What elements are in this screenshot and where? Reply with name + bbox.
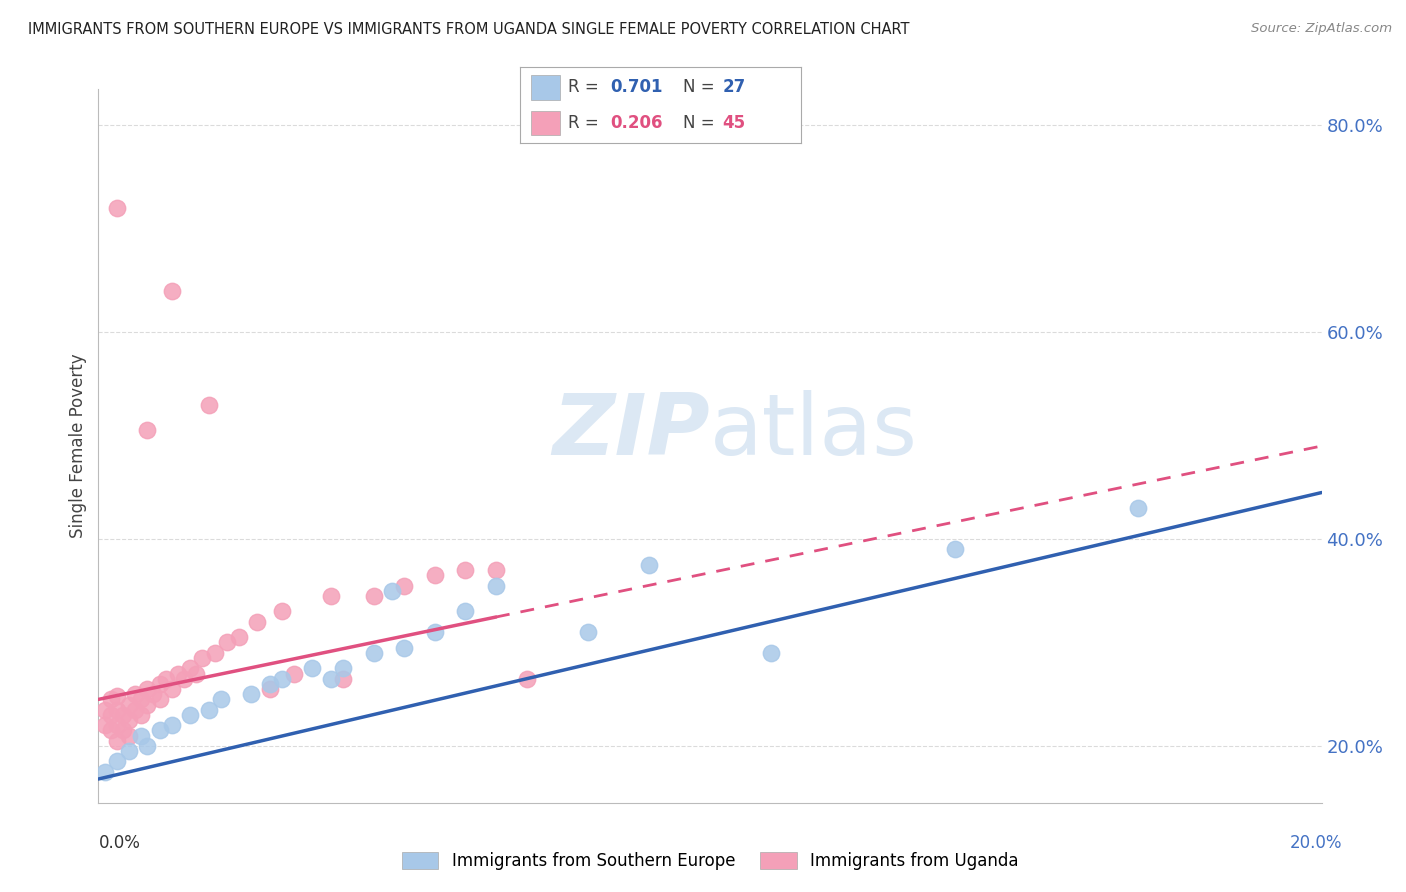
Text: ZIP: ZIP (553, 390, 710, 474)
Point (124, 687, 146, 701)
Point (136, 739, 159, 753)
Text: N =: N = (683, 78, 720, 96)
FancyBboxPatch shape (531, 111, 560, 136)
Point (1128, 501, 1150, 516)
Point (124, 703, 146, 717)
Point (93, 718, 115, 732)
Text: Source: ZipAtlas.com: Source: ZipAtlas.com (1251, 22, 1392, 36)
Point (197, 703, 219, 717)
Point (149, 723, 172, 738)
Point (576, 625, 599, 640)
Point (270, 672, 292, 686)
Text: 45: 45 (723, 114, 745, 132)
Point (105, 718, 128, 732)
Point (160, 718, 183, 732)
Point (485, 579, 508, 593)
Point (363, 589, 385, 603)
Point (111, 707, 134, 722)
Point (179, 707, 201, 722)
Point (136, 424, 159, 438)
Point (129, 692, 152, 706)
Point (637, 558, 661, 572)
Point (173, 672, 195, 686)
Point (160, 284, 183, 298)
Point (118, 729, 141, 743)
Point (105, 755, 128, 769)
Point (259, 681, 281, 696)
Point (167, 666, 190, 681)
Point (485, 563, 508, 577)
Point (118, 744, 141, 758)
Point (423, 625, 446, 640)
Point (392, 640, 416, 655)
Point (111, 723, 134, 738)
Text: R =: R = (568, 114, 605, 132)
Point (270, 605, 292, 619)
FancyBboxPatch shape (531, 75, 560, 100)
Point (423, 568, 446, 582)
Point (283, 666, 305, 681)
Point (197, 398, 219, 412)
Point (454, 605, 477, 619)
Point (149, 677, 172, 691)
Point (319, 672, 342, 686)
Text: IMMIGRANTS FROM SOUTHERN EUROPE VS IMMIGRANTS FROM UGANDA SINGLE FEMALE POVERTY : IMMIGRANTS FROM SOUTHERN EUROPE VS IMMIG… (28, 22, 910, 37)
Text: 20.0%: 20.0% (1291, 834, 1343, 852)
Text: 0.701: 0.701 (610, 78, 662, 96)
Text: 0.206: 0.206 (610, 114, 662, 132)
Point (332, 661, 354, 675)
Point (100, 692, 122, 706)
Y-axis label: Single Female Poverty: Single Female Poverty (69, 354, 87, 538)
Point (93, 764, 115, 779)
Point (136, 681, 159, 696)
Point (319, 589, 342, 603)
Point (149, 692, 172, 706)
Point (160, 681, 183, 696)
Point (240, 687, 263, 701)
Point (105, 201, 128, 215)
Point (129, 729, 152, 743)
Point (100, 707, 122, 722)
Point (246, 615, 269, 629)
Point (516, 672, 538, 686)
Point (381, 583, 404, 598)
Point (209, 692, 232, 706)
Point (100, 723, 122, 738)
Point (118, 713, 141, 727)
Point (155, 672, 177, 686)
Text: R =: R = (568, 78, 605, 96)
Point (105, 703, 128, 717)
Point (943, 542, 966, 557)
Point (105, 733, 128, 747)
Point (215, 635, 238, 649)
Point (118, 698, 141, 712)
Point (332, 672, 354, 686)
Point (259, 677, 281, 691)
Text: N =: N = (683, 114, 720, 132)
Point (392, 579, 416, 593)
Text: 27: 27 (723, 78, 747, 96)
Point (129, 707, 152, 722)
Point (454, 563, 477, 577)
Point (179, 661, 201, 675)
Point (228, 630, 250, 644)
Point (105, 690, 128, 704)
Legend: Immigrants from Southern Europe, Immigrants from Uganda: Immigrants from Southern Europe, Immigra… (395, 845, 1025, 877)
Point (191, 651, 214, 665)
Point (363, 646, 385, 660)
Point (186, 666, 208, 681)
Point (204, 646, 226, 660)
Text: 0.0%: 0.0% (98, 834, 141, 852)
Point (136, 698, 159, 712)
Point (301, 661, 323, 675)
Point (759, 646, 782, 660)
Text: atlas: atlas (710, 390, 918, 474)
Point (93, 703, 115, 717)
Point (142, 687, 165, 701)
